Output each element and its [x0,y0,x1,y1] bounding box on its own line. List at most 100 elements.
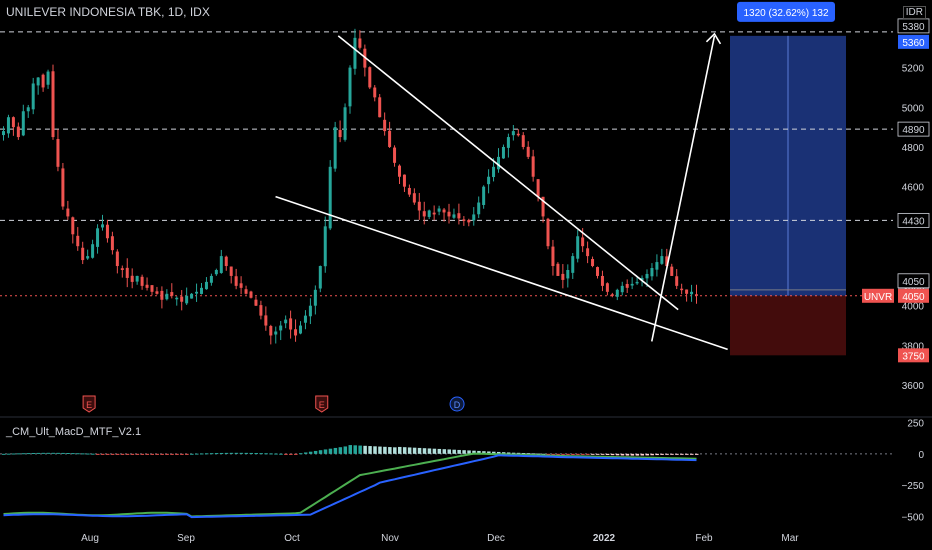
histogram-bar [531,453,536,455]
candle [660,256,664,264]
candle [398,165,401,177]
candle [16,126,20,138]
histogram-bar [536,453,541,455]
candle [541,196,545,217]
histogram-bar [46,452,51,454]
histogram-bar [487,451,491,454]
dividend-event-icon [449,396,465,412]
candle [11,117,15,128]
histogram-bar [378,446,382,454]
projection-arrowhead [705,32,722,45]
candle [581,237,585,247]
candle [239,283,243,288]
symbol-tag: UNVR [864,292,892,303]
candle [690,291,694,295]
candle [31,83,35,110]
histogram-bar [556,453,560,455]
price-tick: 5200 [902,64,925,75]
histogram-bar [447,449,451,454]
histogram-bar [36,452,41,454]
candle [432,212,436,215]
currency-label[interactable]: IDR [902,6,926,19]
histogram-bar [511,452,516,454]
price-tick: 4600 [902,183,925,194]
histogram-bar [269,453,273,455]
histogram-bar [120,453,125,455]
histogram-bar [6,453,11,455]
candle [640,277,644,281]
histogram-bar [452,449,456,454]
histogram-bar [155,453,159,455]
histogram-bar [204,453,209,455]
histogram-bar [259,453,263,455]
candle [160,290,164,300]
candle [497,156,500,170]
histogram-bar [224,452,229,454]
histogram-bar [368,446,372,454]
histogram-bar [185,453,189,455]
candle [26,107,30,112]
candle [417,201,421,211]
candle [204,281,208,290]
histogram-bar [214,453,219,455]
histogram-bar [81,453,85,455]
candle [635,281,639,284]
candle [51,71,55,138]
candle [422,211,426,217]
candle [328,166,332,229]
candle [135,275,139,282]
axis-label-5380: 5380 [902,22,925,33]
candle [234,276,238,286]
price-tick: 4000 [902,302,925,313]
axis-label-5360: 5360 [902,38,925,49]
histogram-bar [51,452,55,454]
candle [501,146,505,159]
histogram-bar [41,452,46,454]
time-tick: Mar [781,533,799,544]
histogram-bar [115,453,120,455]
candle [303,315,307,323]
histogram-bar [467,450,471,454]
histogram-bar [328,448,333,454]
candle [472,214,476,221]
histogram-bar [566,453,570,455]
symbol-title: UNILEVER INDONESIA TBK, 1D, IDX [6,5,210,19]
candle [551,246,555,267]
histogram-bar [581,453,585,455]
candle [645,273,649,279]
candle [86,256,90,259]
time-tick: Nov [381,533,399,544]
histogram-bar [323,449,328,454]
candle [105,224,109,239]
candle [21,111,25,136]
histogram-bar [526,453,531,455]
histogram-bar [571,453,575,455]
histogram-bar [501,452,506,454]
candle [185,295,189,304]
axis-label-bg-4050 [898,288,929,303]
axis-label-bg-5360 [898,34,929,49]
candle [308,305,312,317]
histogram-bar [516,452,521,454]
price-tick: 5000 [902,103,925,114]
axis-label-bg-4430 [897,212,930,228]
histogram-bar [690,453,694,455]
histogram-bar [675,453,679,455]
candle [506,137,510,148]
histogram-bar [407,447,412,454]
candle [695,294,698,296]
histogram-bar [655,453,659,456]
histogram-bar [497,451,501,454]
candle [511,131,515,136]
candle [279,325,283,331]
histogram-bar [546,453,550,455]
event-label: E [86,400,92,410]
candle [620,285,624,293]
histogram-bar [685,453,689,455]
candle [605,283,609,292]
candle [680,288,684,291]
histogram-bar [284,453,288,455]
histogram-bar [200,453,204,455]
candle [46,71,50,85]
